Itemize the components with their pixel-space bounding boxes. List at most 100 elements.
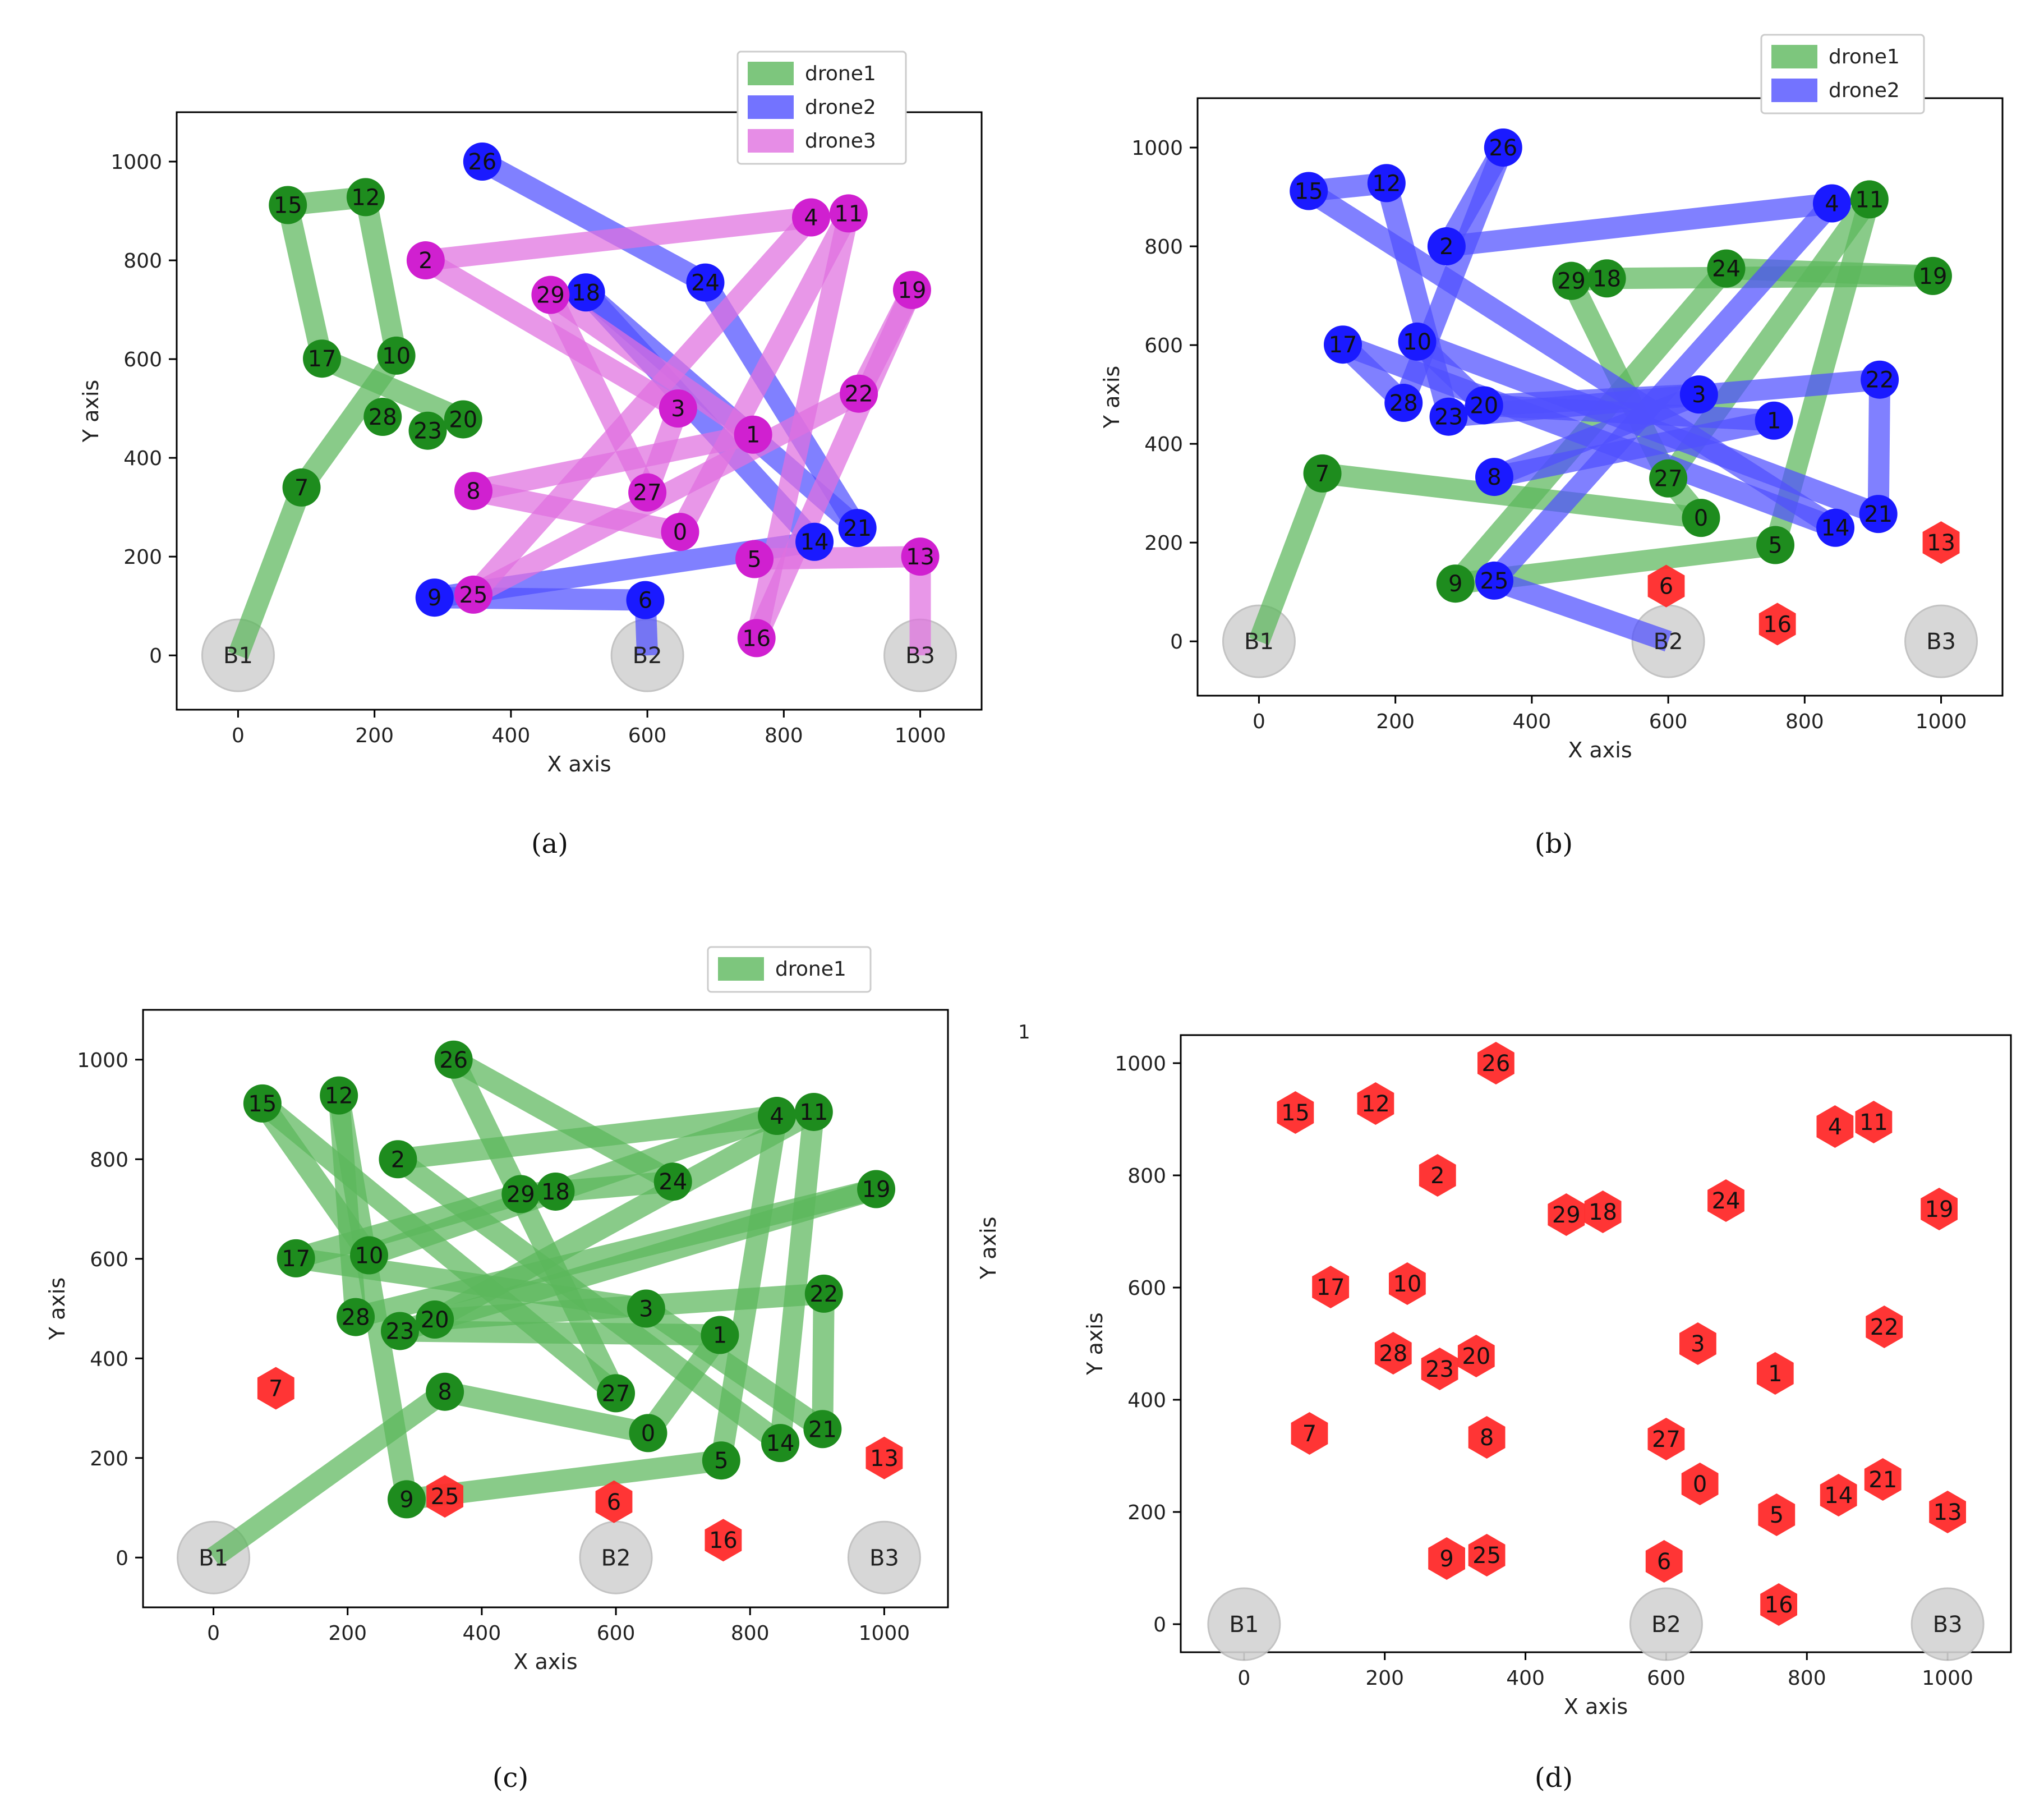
route-drone3-segment: [471, 424, 756, 502]
node-5-label: 5: [1770, 1502, 1784, 1528]
node-20-marker: [444, 400, 482, 439]
node-6-marker: [626, 581, 665, 619]
node-8-label: 8: [438, 1380, 452, 1405]
x-axis-label: X axis: [513, 1649, 577, 1674]
node-6-marker: [1645, 1540, 1683, 1583]
node-22-label: 22: [1866, 367, 1894, 393]
y-tick-label: 400: [90, 1348, 128, 1371]
route-drone3-segment: [747, 286, 922, 643]
y-tick-label: 200: [123, 546, 162, 569]
node-16-marker: [737, 619, 776, 658]
node-3-label: 3: [639, 1297, 653, 1322]
node-19-label: 19: [1925, 1197, 1954, 1222]
node-10-marker: [1398, 322, 1437, 361]
legend-label-drone1: drone1: [1829, 45, 1900, 68]
node-23-label: 23: [386, 1318, 415, 1344]
y-tick-label: 800: [1144, 236, 1183, 259]
node-20-marker: [1457, 1335, 1495, 1377]
axes-frame: [176, 111, 983, 711]
node-12-label: 12: [351, 185, 380, 210]
route-drone1-segment: [228, 484, 312, 659]
axes-frame: [142, 1009, 949, 1608]
node-3-marker: [1679, 1322, 1716, 1365]
route-drone3-segment: [420, 251, 684, 418]
node-21-label: 21: [843, 516, 872, 541]
node-10-label: 10: [1393, 1271, 1421, 1297]
base-B3: [1904, 604, 1978, 678]
node-27-label: 27: [633, 480, 662, 506]
node-17-label: 17: [1329, 332, 1357, 358]
x-tick-label: 0: [1253, 710, 1265, 733]
node-16-label: 16: [742, 626, 771, 651]
route-drone1-segment: [1249, 470, 1333, 645]
node-8-marker: [1468, 1416, 1506, 1459]
node-29-label: 29: [536, 283, 565, 309]
route-drone2-segment: [1445, 192, 1834, 257]
node-16-label: 16: [1763, 612, 1792, 637]
route-drone1-segment: [770, 1111, 825, 1445]
node-25-label: 25: [459, 582, 488, 608]
base-label: B2: [1654, 629, 1683, 655]
node-21-marker: [803, 1410, 842, 1449]
node-17-marker: [1324, 325, 1362, 364]
node-19-marker: [892, 270, 931, 309]
node-2-marker: [379, 1140, 417, 1179]
node-22-label: 22: [809, 1281, 838, 1307]
node-19-label: 19: [862, 1177, 891, 1203]
node-20-label: 20: [421, 1307, 449, 1333]
node-9-marker: [415, 578, 454, 617]
base-B3: [1911, 1587, 1985, 1661]
route-drone3-segment: [754, 546, 920, 570]
node-1-label: 1: [746, 422, 760, 448]
base-label: B1: [199, 1545, 228, 1571]
node-0-marker: [1682, 499, 1720, 537]
y-tick-label: 1000: [1115, 1052, 1166, 1075]
node-12-label: 12: [325, 1083, 353, 1109]
y-tick-label: 0: [116, 1547, 128, 1570]
legend-swatch-drone1: [748, 62, 794, 85]
node-22-marker: [1866, 1306, 1903, 1348]
node-5-marker: [1756, 526, 1795, 564]
y-tick-label: 200: [1127, 1501, 1166, 1524]
node-28-label: 28: [1379, 1341, 1407, 1367]
x-tick-label: 800: [1785, 710, 1824, 733]
panel-caption: (d): [1535, 1762, 1573, 1794]
node-25-label: 25: [1472, 1543, 1501, 1569]
node-2-label: 2: [1430, 1163, 1444, 1189]
route-drone1-segment: [355, 195, 407, 358]
node-26-marker: [1477, 1042, 1514, 1084]
node-18-label: 18: [1589, 1199, 1617, 1225]
node-11-marker: [1855, 1101, 1893, 1143]
node-12-marker: [1357, 1082, 1394, 1125]
node-20-marker: [1465, 386, 1503, 425]
route-drone1-segment: [254, 1097, 378, 1262]
node-18-marker: [536, 1172, 575, 1211]
node-17-marker: [303, 339, 342, 378]
node-2-label: 2: [391, 1147, 405, 1173]
node-21-label: 21: [1864, 502, 1893, 527]
node-1-marker: [701, 1316, 739, 1354]
node-15-marker: [1277, 1091, 1314, 1134]
node-7-marker: [257, 1367, 294, 1410]
route-drone3-segment: [471, 480, 683, 543]
x-tick-label: 200: [355, 724, 394, 747]
node-11-label: 11: [799, 1100, 828, 1125]
node-24-label: 24: [1712, 256, 1741, 282]
x-tick-label: 400: [463, 1622, 501, 1645]
node-23-marker: [408, 411, 447, 450]
y-tick-label: 200: [1144, 532, 1183, 555]
node-15-marker: [269, 186, 307, 224]
route-drone1-segment: [443, 1381, 651, 1444]
node-17-label: 17: [1316, 1275, 1345, 1300]
base-B2: [1629, 1587, 1703, 1661]
node-18-marker: [1584, 1191, 1622, 1233]
node-24-marker: [1707, 1179, 1744, 1222]
node-2-label: 2: [1439, 234, 1453, 260]
axes-frame: [1180, 1034, 2012, 1653]
base-label: B1: [1244, 629, 1274, 655]
node-29-marker: [1552, 261, 1591, 300]
node-5-label: 5: [714, 1448, 728, 1474]
node-1-marker: [1756, 1352, 1794, 1395]
